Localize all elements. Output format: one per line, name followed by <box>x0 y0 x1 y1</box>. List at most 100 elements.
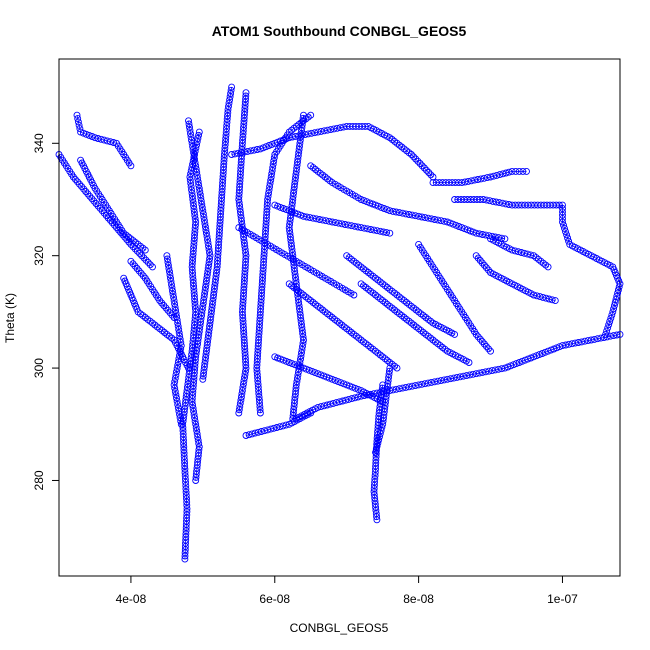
data-point <box>511 247 519 255</box>
data-point <box>492 198 500 206</box>
data-point <box>344 221 352 229</box>
data-point <box>136 249 144 257</box>
data-point <box>410 153 418 161</box>
data-point <box>559 218 566 226</box>
data-point <box>610 305 618 313</box>
data-point <box>268 140 276 148</box>
series-path <box>454 199 621 335</box>
data-point <box>127 257 135 265</box>
data-point <box>466 371 474 379</box>
data-point <box>177 342 185 350</box>
data-point <box>100 136 108 144</box>
data-point <box>197 194 205 202</box>
data-point <box>267 176 275 184</box>
data-point <box>609 308 617 316</box>
data-point <box>299 339 307 347</box>
data-point <box>201 223 209 231</box>
data-point <box>383 229 391 237</box>
data-point <box>325 374 333 382</box>
data-point <box>402 383 410 391</box>
data-point <box>389 207 397 215</box>
data-point <box>181 472 189 480</box>
data-point <box>578 338 586 346</box>
data-point <box>190 407 198 415</box>
data-point <box>188 186 195 194</box>
data-point <box>266 183 274 191</box>
data-point <box>477 175 485 183</box>
data-point <box>205 245 213 253</box>
data-point <box>187 130 194 138</box>
data-point <box>241 374 248 382</box>
data-point <box>574 339 582 346</box>
data-point <box>520 249 528 257</box>
data-point <box>421 380 429 388</box>
data-point <box>614 286 622 294</box>
data-point <box>502 200 510 208</box>
data-point <box>434 216 442 224</box>
data-point <box>336 124 344 132</box>
data-point <box>536 293 544 301</box>
data-point <box>182 478 190 486</box>
data-point <box>170 293 178 301</box>
data-point <box>195 131 203 139</box>
data-point <box>274 354 282 362</box>
data-point <box>495 365 502 373</box>
data-point <box>434 377 442 385</box>
data-point <box>174 404 182 412</box>
data-point <box>377 427 385 434</box>
data-point <box>193 168 201 176</box>
data-point <box>206 255 214 263</box>
data-point <box>508 246 516 254</box>
data-point <box>559 205 566 212</box>
data-point <box>294 210 302 218</box>
data-point <box>379 417 387 425</box>
data-point <box>189 196 197 203</box>
data-point <box>563 231 571 239</box>
data-point <box>149 263 156 271</box>
data-point <box>486 197 494 205</box>
data-point <box>195 181 203 189</box>
data-point <box>189 247 197 255</box>
data-point <box>291 209 299 217</box>
data-point <box>247 147 255 155</box>
data-point <box>253 146 261 153</box>
data-point <box>304 130 312 138</box>
data-point <box>328 218 336 226</box>
data-point <box>360 224 368 232</box>
data-point <box>421 214 429 222</box>
data-point <box>91 134 99 142</box>
data-point <box>277 137 284 145</box>
data-point <box>228 83 236 91</box>
data-point <box>562 341 570 349</box>
data-point <box>378 423 386 431</box>
data-point <box>606 332 614 340</box>
data-point <box>307 409 315 417</box>
data-point <box>172 306 180 314</box>
data-point <box>189 143 197 150</box>
data-point <box>603 333 611 341</box>
data-point <box>519 167 527 175</box>
data-point <box>514 248 522 256</box>
data-point <box>597 334 605 342</box>
data-point <box>168 311 176 319</box>
data-point <box>188 163 196 171</box>
data-point <box>195 128 203 136</box>
data-point <box>98 207 106 215</box>
data-point <box>182 492 190 499</box>
data-point <box>545 295 553 303</box>
data-point <box>84 190 92 198</box>
data-point <box>371 468 379 476</box>
data-point <box>288 282 296 290</box>
data-point <box>185 120 193 128</box>
x-tick-label: 8e-08 <box>403 592 434 606</box>
data-point <box>453 373 461 381</box>
data-point <box>190 202 198 210</box>
data-point <box>437 377 445 385</box>
data-point <box>240 148 248 156</box>
data-point <box>405 383 413 391</box>
data-point <box>298 349 305 357</box>
data-point <box>305 366 313 374</box>
data-point <box>190 244 198 252</box>
series-path <box>360 283 470 363</box>
data-point <box>168 281 175 289</box>
